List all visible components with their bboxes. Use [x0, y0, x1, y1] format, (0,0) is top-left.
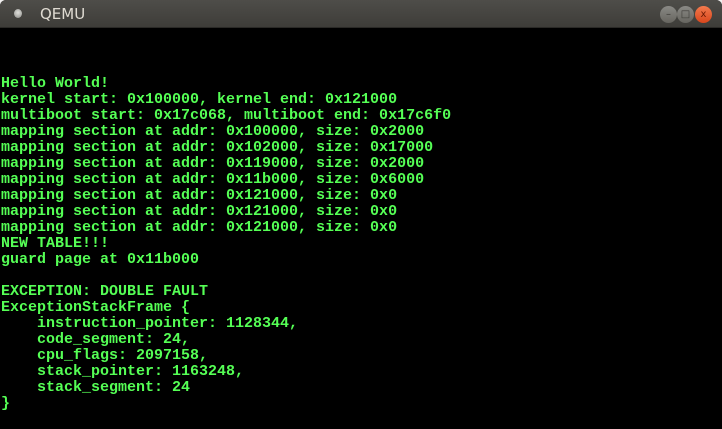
console-line: mapping section at addr: 0x11b000, size:…	[1, 171, 425, 188]
console-line: guard page at 0x11b000	[1, 251, 200, 268]
console-line: code_segment: 24,	[1, 331, 191, 348]
console-line: }	[1, 395, 11, 412]
console-line: mapping section at addr: 0x121000, size:…	[1, 187, 398, 204]
console-line: ExceptionStackFrame {	[1, 299, 191, 316]
console-line: mapping section at addr: 0x100000, size:…	[1, 123, 425, 140]
console-line: multiboot start: 0x17c068, multiboot end…	[1, 107, 452, 124]
console-line: stack_pointer: 1163248,	[1, 363, 245, 380]
console-line: mapping section at addr: 0x121000, size:…	[1, 219, 398, 236]
console-line: NEW TABLE!!!	[1, 235, 110, 252]
console-line: instruction_pointer: 1128344,	[1, 315, 299, 332]
console-line	[1, 268, 451, 284]
console-line: cpu_flags: 2097158,	[1, 347, 209, 364]
console-line: mapping section at addr: 0x102000, size:…	[1, 139, 434, 156]
app-icon	[14, 9, 22, 18]
console-line: EXCEPTION: DOUBLE FAULT	[1, 283, 209, 300]
minimize-button[interactable]: –	[660, 6, 677, 23]
console-line: kernel start: 0x100000, kernel end: 0x12…	[1, 91, 398, 108]
console-output: Hello World! kernel start: 0x100000, ker…	[1, 76, 451, 412]
console-line: Hello World!	[1, 75, 110, 92]
console-line: mapping section at addr: 0x119000, size:…	[1, 155, 425, 172]
console-line: stack_segment: 24	[1, 379, 191, 396]
window-title: QEMU	[40, 5, 86, 23]
vga-screen[interactable]: Hello World! kernel start: 0x100000, ker…	[0, 28, 722, 429]
close-button[interactable]: x	[695, 6, 712, 23]
console-line: mapping section at addr: 0x121000, size:…	[1, 203, 398, 220]
maximize-button[interactable]: □	[677, 6, 694, 23]
title-bar[interactable]: QEMU – □ x	[0, 0, 722, 28]
